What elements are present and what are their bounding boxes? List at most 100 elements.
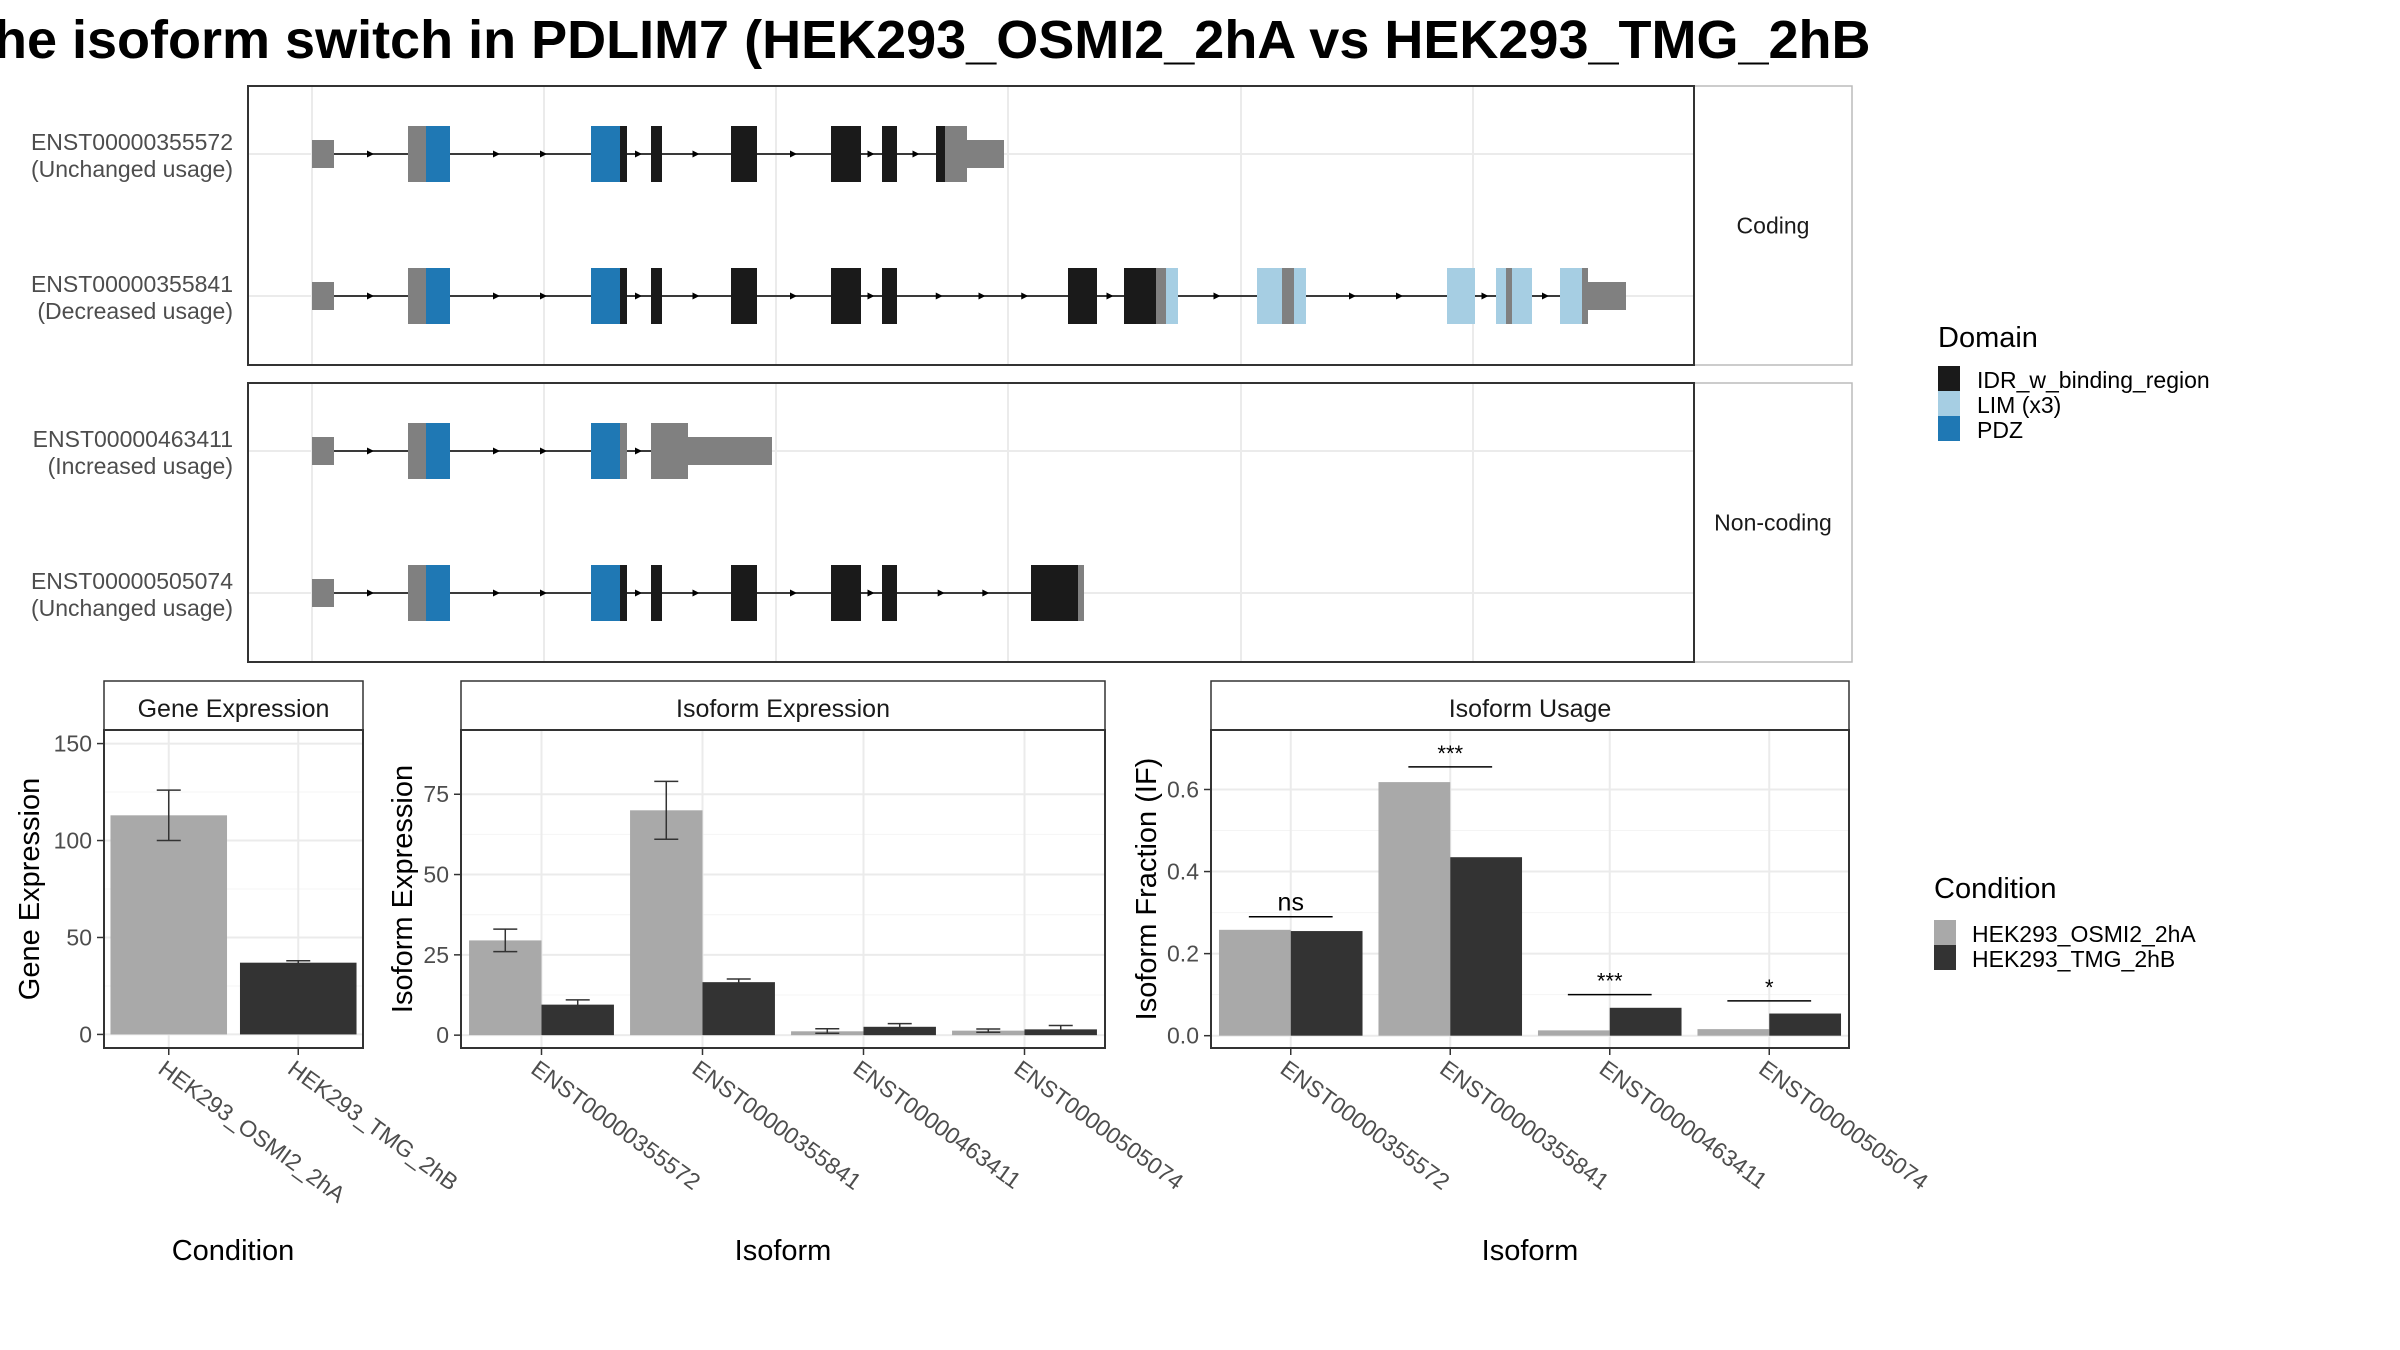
panel-title: Isoform Expression	[676, 695, 890, 723]
exon-pdz	[591, 126, 620, 182]
panel-border	[460, 729, 1106, 1049]
y-tick-label: 75	[423, 781, 449, 807]
intron-arrow	[912, 150, 920, 158]
transcript-usage-label: (Unchanged usage)	[31, 595, 233, 621]
exon-idr	[620, 126, 627, 182]
x-tick-label: ENST00000355841	[1435, 1055, 1614, 1195]
intron-arrow	[540, 292, 547, 300]
y-axis-title: Isoform Expression	[387, 765, 419, 1013]
intron-arrow	[367, 589, 374, 597]
x-tick-label: ENST00000355841	[688, 1055, 867, 1195]
intron-arrow	[1213, 292, 1221, 300]
exon-idr	[1068, 268, 1097, 324]
legend-label-lim: LIM (x3)	[1977, 392, 2061, 418]
intron-arrow	[1106, 292, 1114, 300]
exon-idr	[620, 565, 627, 621]
exon-lim	[1512, 268, 1532, 324]
x-tick-label: ENST00000355572	[527, 1055, 706, 1195]
bar-panels: Gene Expression050100150HEK293_OSMI2_2hA…	[14, 680, 1933, 1267]
legend-key-cond-b	[1934, 945, 1956, 970]
transcript-usage-label: (Increased usage)	[48, 453, 233, 479]
intron-arrow	[635, 150, 642, 158]
bar	[1290, 931, 1363, 1036]
panel-title: Isoform Usage	[1449, 695, 1612, 723]
exon-utr	[408, 565, 414, 621]
intron-arrow	[367, 292, 374, 300]
panel-strip	[1210, 680, 1850, 731]
intron-arrow	[493, 447, 500, 455]
legend-key-idr	[1938, 366, 1960, 391]
exon-utr	[408, 268, 414, 324]
y-tick-label: 50	[66, 924, 92, 950]
facet-strip	[1693, 382, 1853, 663]
y-axis-title: Gene Expression	[14, 778, 46, 1000]
exon-utr	[1156, 268, 1166, 324]
error-bar	[286, 959, 311, 966]
error-bar	[815, 1027, 840, 1034]
exon-idr	[651, 126, 662, 182]
x-tick-label: ENST00000505074	[1754, 1055, 1933, 1195]
bar	[1609, 1007, 1682, 1036]
exon-idr	[882, 126, 897, 182]
intron-arrow	[1396, 292, 1403, 300]
x-axis-title: Condition	[172, 1235, 295, 1267]
intron-arrow	[867, 292, 875, 300]
intron-arrow	[540, 447, 547, 455]
exon-utr	[1582, 268, 1588, 324]
legend-label-pdz: PDZ	[1977, 417, 2023, 443]
error-bar	[887, 1022, 912, 1031]
exon-pdz	[591, 423, 620, 479]
exon-pdz	[426, 423, 450, 479]
exon-lim	[1496, 268, 1506, 324]
exon-idr	[651, 268, 662, 324]
exon-utr	[414, 423, 426, 479]
exon-utr	[312, 579, 334, 607]
intron-arrow	[692, 292, 700, 300]
significance-label: ns	[1278, 889, 1304, 917]
bar	[1218, 929, 1291, 1036]
exon-utr	[312, 282, 334, 310]
legend-label-cond-a: HEK293_OSMI2_2hA	[1972, 921, 2196, 947]
intron-arrow	[635, 447, 642, 455]
y-tick-label: 150	[54, 731, 92, 757]
y-tick-label: 100	[54, 828, 92, 854]
exon-lim	[1166, 268, 1178, 324]
bar	[863, 1026, 936, 1036]
intron-arrow	[937, 589, 945, 597]
intron-arrow	[790, 150, 797, 158]
structure-panel-bg	[248, 383, 1694, 662]
significance-label: *	[1765, 975, 1774, 1000]
error-bar	[565, 999, 590, 1009]
domain-legend: Domain IDR_w_binding_region LIM (x3) PDZ	[1938, 322, 2210, 443]
intron-arrow	[1481, 292, 1489, 300]
error-bar	[726, 978, 751, 987]
domain-legend-title: Domain	[1938, 322, 2038, 354]
legend-label-idr: IDR_w_binding_region	[1977, 367, 2210, 393]
exon-idr	[831, 565, 861, 621]
condition-legend-title: Condition	[1934, 873, 2057, 905]
intron-arrow	[790, 589, 797, 597]
exon-lim	[1447, 268, 1475, 324]
intron-arrow	[1542, 292, 1549, 300]
error-bar	[654, 780, 679, 840]
intron-arrow	[978, 292, 986, 300]
y-tick-label: 0.0	[1167, 1023, 1199, 1049]
condition-legend: Condition HEK293_OSMI2_2hA HEK293_TMG_2h…	[1934, 873, 2196, 972]
exon-idr	[936, 126, 945, 182]
intron-arrow	[1349, 292, 1356, 300]
exon-lim	[1560, 268, 1582, 324]
bar	[110, 815, 228, 1035]
intron-arrow	[367, 150, 374, 158]
exon-pdz	[591, 268, 620, 324]
exon-idr	[831, 268, 861, 324]
exon-utr	[1282, 268, 1294, 324]
bar	[239, 962, 357, 1035]
x-tick-label: ENST00000355572	[1276, 1055, 1455, 1195]
exon-utr	[620, 423, 627, 479]
intron-arrow	[540, 589, 547, 597]
intron-arrow	[493, 292, 500, 300]
exon-utr	[1588, 282, 1626, 310]
exon-utr	[414, 565, 426, 621]
